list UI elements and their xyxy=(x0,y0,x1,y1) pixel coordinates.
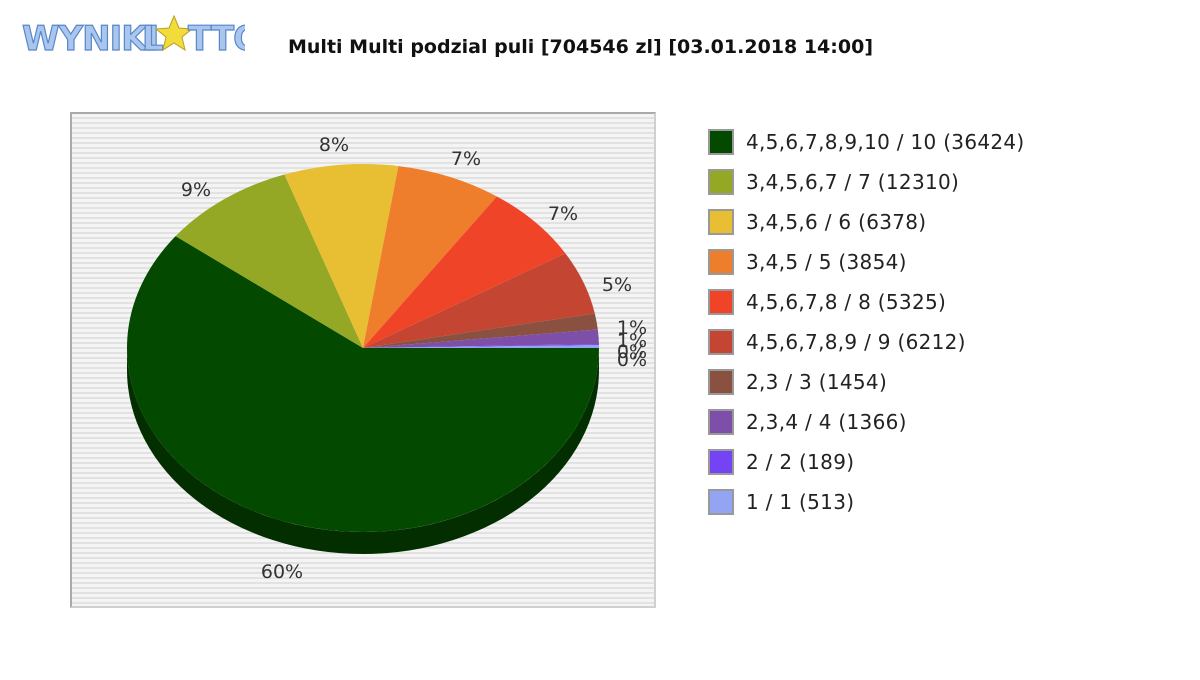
legend-label: 1 / 1 (513) xyxy=(746,490,855,514)
legend: 4,5,6,7,8,9,10 / 10 (36424) 3,4,5,6,7 / 7… xyxy=(708,122,1178,522)
legend-label: 3,4,5,6,7 / 7 (12310) xyxy=(746,170,960,194)
slice-percent-label: 7% xyxy=(451,148,481,170)
slice-percent-label: 7% xyxy=(548,203,578,225)
legend-item: 2,3,4 / 4 (1366) xyxy=(708,402,1178,442)
slice-percent-label: 9% xyxy=(181,179,211,201)
pie-slice-1 xyxy=(126,236,599,533)
legend-item: 1 / 1 (513) xyxy=(708,482,1178,522)
legend-label: 2,3 / 3 (1454) xyxy=(746,370,888,394)
pie-slice-3 xyxy=(284,164,399,348)
legend-item: 4,5,6,7,8,9 / 9 (6212) xyxy=(708,322,1178,362)
legend-swatch xyxy=(708,129,734,155)
pie-slice-2 xyxy=(175,174,363,348)
pie-slice-5 xyxy=(363,196,566,348)
pie-slice-8 xyxy=(363,329,599,348)
slice-percent-label: 5% xyxy=(602,274,632,296)
slice-percent-label: 0% xyxy=(617,349,647,371)
legend-swatch xyxy=(708,249,734,275)
legend-label: 2,3,4 / 4 (1366) xyxy=(746,410,907,434)
legend-item: 4,5,6,7,8 / 8 (5325) xyxy=(708,282,1178,322)
legend-item: 2 / 2 (189) xyxy=(708,442,1178,482)
legend-item: 3,4,5,6,7 / 7 (12310) xyxy=(708,162,1178,202)
legend-item: 2,3 / 3 (1454) xyxy=(708,362,1178,402)
legend-swatch xyxy=(708,289,734,315)
legend-label: 3,4,5,6 / 6 (6378) xyxy=(746,210,927,234)
legend-label: 2 / 2 (189) xyxy=(746,450,855,474)
legend-label: 3,4,5 / 5 (3854) xyxy=(746,250,907,274)
star-icon xyxy=(154,14,194,52)
legend-label: 4,5,6,7,8,9 / 9 (6212) xyxy=(746,330,966,354)
pie-slice-10 xyxy=(363,345,599,348)
legend-label: 4,5,6,7,8,9,10 / 10 (36424) xyxy=(746,130,1025,154)
legend-item: 4,5,6,7,8,9,10 / 10 (36424) xyxy=(708,122,1178,162)
chart-title: Multi Multi podzial puli [704546 zl] [03… xyxy=(288,36,874,58)
slice-percent-label: 60% xyxy=(261,561,303,583)
legend-swatch xyxy=(708,489,734,515)
pie-slice-7 xyxy=(363,313,598,348)
legend-swatch xyxy=(708,209,734,235)
pie-slice-9 xyxy=(363,343,599,348)
legend-swatch xyxy=(708,169,734,195)
legend-swatch xyxy=(708,409,734,435)
svg-text:WYNIKI: WYNIKI xyxy=(22,19,158,59)
legend-item: 3,4,5 / 5 (3854) xyxy=(708,242,1178,282)
legend-swatch xyxy=(708,329,734,355)
slice-percent-label: 1% xyxy=(617,330,647,352)
pie-slice-6 xyxy=(363,253,595,348)
legend-swatch xyxy=(708,369,734,395)
slice-percent-label: 8% xyxy=(319,134,349,156)
pie-slice-4 xyxy=(363,166,497,348)
slice-percent-label: 1% xyxy=(617,317,647,339)
legend-label: 4,5,6,7,8 / 8 (5325) xyxy=(746,290,947,314)
slice-percent-label: 0% xyxy=(617,341,647,363)
legend-item: 3,4,5,6 / 6 (6378) xyxy=(708,202,1178,242)
legend-swatch xyxy=(708,449,734,475)
